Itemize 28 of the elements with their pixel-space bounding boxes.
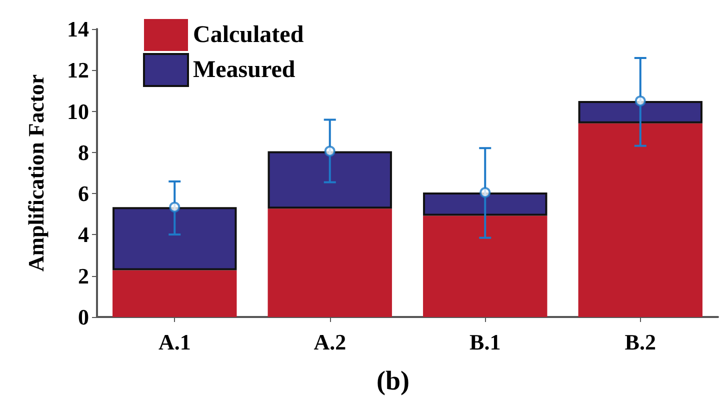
y-tick-label: 8 (78, 140, 89, 165)
point (634, 96, 646, 106)
y-tick-label: 4 (78, 222, 89, 248)
x-tick-label: B.1 (470, 330, 501, 354)
legend-label: Calculated (193, 22, 304, 48)
bar (268, 151, 392, 209)
y-axis-title: Amplification Factor (24, 74, 48, 272)
bar (268, 208, 392, 317)
x-tick-label: A.2 (314, 330, 346, 354)
bar (423, 216, 548, 317)
y-tick-label: 2 (78, 263, 89, 288)
y-tick-label: 12 (67, 58, 89, 83)
y-tick-label: 14 (67, 16, 89, 42)
bar (578, 123, 702, 317)
legend-label: Measured (193, 57, 296, 83)
point (324, 146, 336, 157)
y-tick-label: 0 (78, 304, 89, 330)
bar (578, 101, 702, 124)
point (480, 187, 491, 198)
bar (423, 192, 548, 216)
x-tick-label: A.1 (158, 330, 191, 354)
y-tick-label: 10 (67, 98, 89, 124)
text: (b) (376, 366, 410, 396)
bar (112, 207, 237, 270)
y-tick-label: 6 (78, 181, 89, 206)
x-tick-label: B.2 (624, 330, 656, 354)
point (169, 202, 180, 213)
bar (112, 270, 237, 317)
